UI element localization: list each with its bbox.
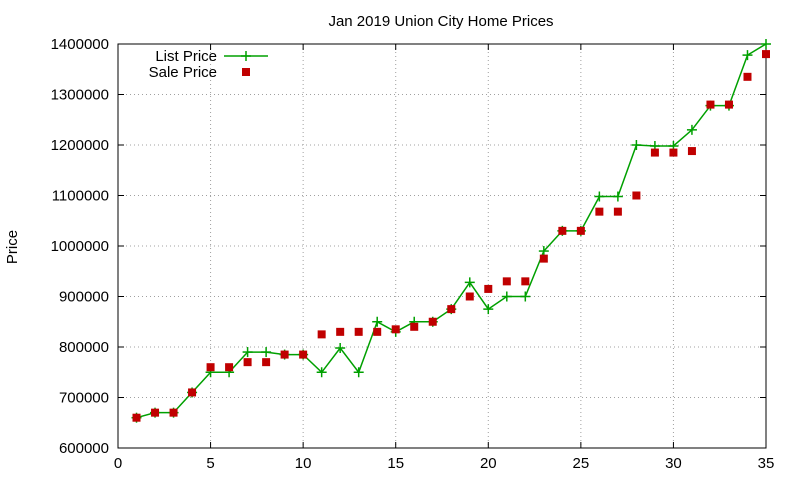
y-tick-label: 600000 [59, 440, 109, 457]
sale-price-point [280, 350, 289, 359]
sale-price-point [558, 226, 567, 235]
sale-price-point [410, 322, 419, 331]
sale-price-point [262, 358, 271, 367]
sale-price-point [373, 327, 382, 336]
legend-label-sale-price: Sale Price [149, 64, 217, 81]
sale-price-point [225, 363, 234, 372]
x-tick-label: 35 [758, 455, 775, 472]
sale-price-point [391, 325, 400, 334]
list-price-point [538, 246, 549, 257]
sale-price-point [299, 350, 308, 359]
sale-price-point [484, 284, 493, 293]
y-axis: 600000 700000 800000 900000 1000000 1100000 12… [51, 36, 766, 457]
grid [118, 44, 766, 448]
y-tick-label: 1300000 [51, 87, 109, 104]
legend: List Price Sale Price [149, 48, 268, 81]
y-tick-label: 1200000 [51, 137, 109, 154]
list-price-point [501, 291, 512, 302]
list-price-point [686, 124, 697, 135]
sale-price-point [632, 191, 641, 200]
sale-price-point [576, 226, 585, 235]
sale-price-point [336, 327, 345, 336]
list-price-point [631, 140, 642, 150]
sale-price-point [669, 148, 678, 157]
sale-price-point [428, 317, 437, 326]
sale-price-point [188, 388, 197, 397]
chart-title: Jan 2019 Union City Home Prices [328, 13, 553, 30]
list-price-point [261, 347, 272, 358]
list-price-point [761, 39, 771, 49]
sale-price-series [132, 50, 770, 422]
y-tick-label: 900000 [59, 289, 109, 306]
sale-price-point [502, 277, 511, 286]
y-tick-label: 700000 [59, 390, 109, 407]
x-tick-label: 20 [480, 455, 497, 472]
legend-label-list-price: List Price [155, 48, 217, 65]
list-price-point [353, 367, 364, 378]
sale-price-point [539, 254, 548, 263]
sale-price-point [132, 413, 141, 422]
y-tick-label: 1400000 [51, 36, 109, 53]
sale-price-point [354, 327, 363, 336]
x-tick-label: 0 [114, 455, 122, 472]
list-price-point [742, 50, 753, 61]
list-price-line [136, 43, 767, 419]
list-price-point [372, 316, 383, 327]
x-tick-label: 25 [573, 455, 590, 472]
sale-price-point [447, 305, 456, 314]
list-price-point [335, 343, 346, 354]
y-tick-label: 800000 [59, 339, 109, 356]
sale-price-point [706, 100, 715, 109]
legend-swatch-list-price [224, 51, 268, 61]
list-price-point [242, 347, 253, 358]
y-tick-label: 1100000 [52, 188, 109, 205]
x-tick-label: 10 [295, 455, 312, 472]
x-tick-label: 30 [665, 455, 682, 472]
list-price-point [483, 304, 494, 315]
sale-price-point [206, 363, 215, 372]
sale-price-point [465, 292, 474, 301]
list-price-point [612, 191, 623, 202]
sale-price-point [743, 72, 752, 81]
sale-price-point [521, 277, 530, 286]
sale-price-point [687, 147, 696, 156]
list-price-point [316, 367, 327, 378]
sale-price-point [762, 50, 770, 59]
sale-price-point [243, 358, 252, 367]
x-axis: 0 5 10 15 20 25 30 35 [114, 44, 775, 472]
list-price-point [520, 291, 531, 302]
sale-price-point [151, 408, 160, 417]
x-tick-label: 5 [206, 455, 214, 472]
sale-price-point [613, 207, 622, 216]
sale-price-point [317, 330, 326, 339]
sale-price-point [169, 408, 178, 417]
legend-marker [241, 51, 251, 61]
legend-marker [242, 68, 250, 76]
sale-price-point [595, 207, 604, 216]
list-price-point [594, 191, 605, 202]
y-axis-label: Price [4, 230, 21, 264]
y-tick-label: 1000000 [51, 238, 109, 255]
sale-price-point [724, 100, 733, 109]
x-tick-label: 15 [387, 455, 404, 472]
list-price-point [464, 277, 475, 288]
legend-swatch-sale-price [242, 68, 250, 76]
sale-price-point [650, 148, 659, 157]
